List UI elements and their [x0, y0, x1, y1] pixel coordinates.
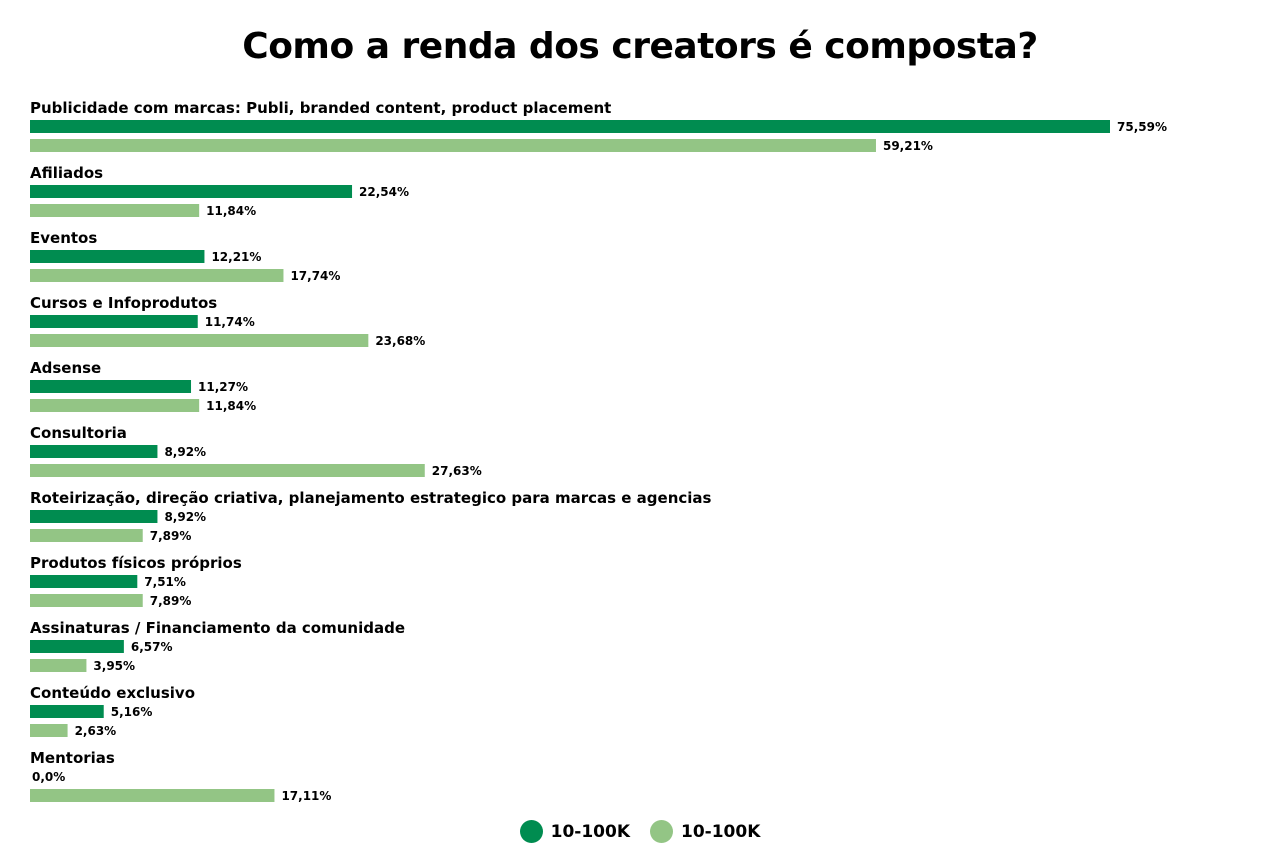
data-label-series-2: 7,89%: [150, 594, 192, 608]
legend-label: 10-100K: [681, 821, 761, 842]
data-label-series-1: 0,0%: [32, 770, 65, 784]
data-label-series-2: 17,74%: [290, 269, 340, 283]
category-label: Cursos e Infoprodutos: [30, 294, 217, 312]
category-label: Consultoria: [30, 424, 127, 442]
data-label-series-2: 59,21%: [883, 139, 933, 153]
data-label-series-2: 11,84%: [206, 399, 256, 413]
data-label-series-1: 8,92%: [164, 445, 206, 459]
bar-series-1: [30, 445, 158, 458]
data-label-series-1: 22,54%: [359, 185, 409, 199]
bar-series-1: [30, 315, 198, 328]
category-label: Eventos: [30, 229, 97, 247]
bar-series-1: [30, 705, 104, 718]
bar-series-2: [30, 334, 369, 347]
bar-series-2: [30, 594, 143, 607]
data-label-series-1: 11,74%: [205, 315, 255, 329]
bar-series-1: [30, 510, 158, 523]
legend-swatch: [519, 820, 543, 843]
bar-series-2: [30, 204, 200, 217]
data-label-series-1: 5,16%: [111, 705, 153, 719]
data-label-series-1: 8,92%: [164, 510, 206, 524]
bar-series-2: [30, 464, 425, 477]
category-label: Assinaturas / Financiamento da comunidad…: [30, 619, 405, 637]
category-label: Adsense: [30, 359, 101, 377]
bar-series-2: [30, 724, 68, 737]
bar-series-1: [30, 575, 138, 588]
legend-item: 10-100K: [519, 820, 630, 843]
bar-series-1: [30, 640, 124, 653]
legend-label: 10-100K: [550, 821, 630, 842]
data-label-series-1: 75,59%: [1117, 120, 1167, 134]
bar-series-2: [30, 529, 143, 542]
category-label: Mentorias: [30, 749, 115, 767]
data-label-series-2: 11,84%: [206, 204, 256, 218]
bar-chart: Publicidade com marcas: Publi, branded c…: [30, 99, 1167, 803]
bar-series-1: [30, 380, 192, 393]
chart-title: Como a renda dos creators é composta?: [242, 26, 1038, 67]
data-label-series-1: 11,27%: [198, 380, 248, 394]
bar-series-2: [30, 399, 200, 412]
data-label-series-1: 12,21%: [211, 250, 261, 264]
data-label-series-2: 23,68%: [375, 334, 425, 348]
legend-swatch: [650, 820, 673, 843]
legend-item: 10-100K: [650, 820, 760, 843]
data-label-series-2: 3,95%: [93, 659, 135, 673]
data-label-series-2: 17,11%: [281, 789, 331, 803]
data-label-series-1: 6,57%: [131, 640, 173, 654]
bar-series-2: [30, 659, 87, 672]
data-label-series-2: 2,63%: [75, 724, 117, 738]
category-label: Conteúdo exclusivo: [30, 684, 195, 702]
bar-series-1: [30, 250, 205, 263]
bar-series-1: [30, 120, 1110, 133]
data-label-series-2: 27,63%: [432, 464, 482, 478]
category-label: Afiliados: [30, 164, 103, 182]
bar-series-2: [30, 789, 275, 802]
bar-series-2: [30, 269, 284, 282]
bar-series-1: [30, 185, 353, 198]
category-label: Produtos físicos próprios: [30, 554, 242, 572]
legend: 10-100K 10-100K: [0, 820, 1280, 843]
data-label-series-1: 7,51%: [144, 575, 186, 589]
category-label: Publicidade com marcas: Publi, branded c…: [30, 99, 611, 117]
bar-series-2: [30, 139, 876, 152]
data-label-series-2: 7,89%: [150, 529, 192, 543]
category-label: Roteirização, direção criativa, planejam…: [30, 489, 712, 507]
